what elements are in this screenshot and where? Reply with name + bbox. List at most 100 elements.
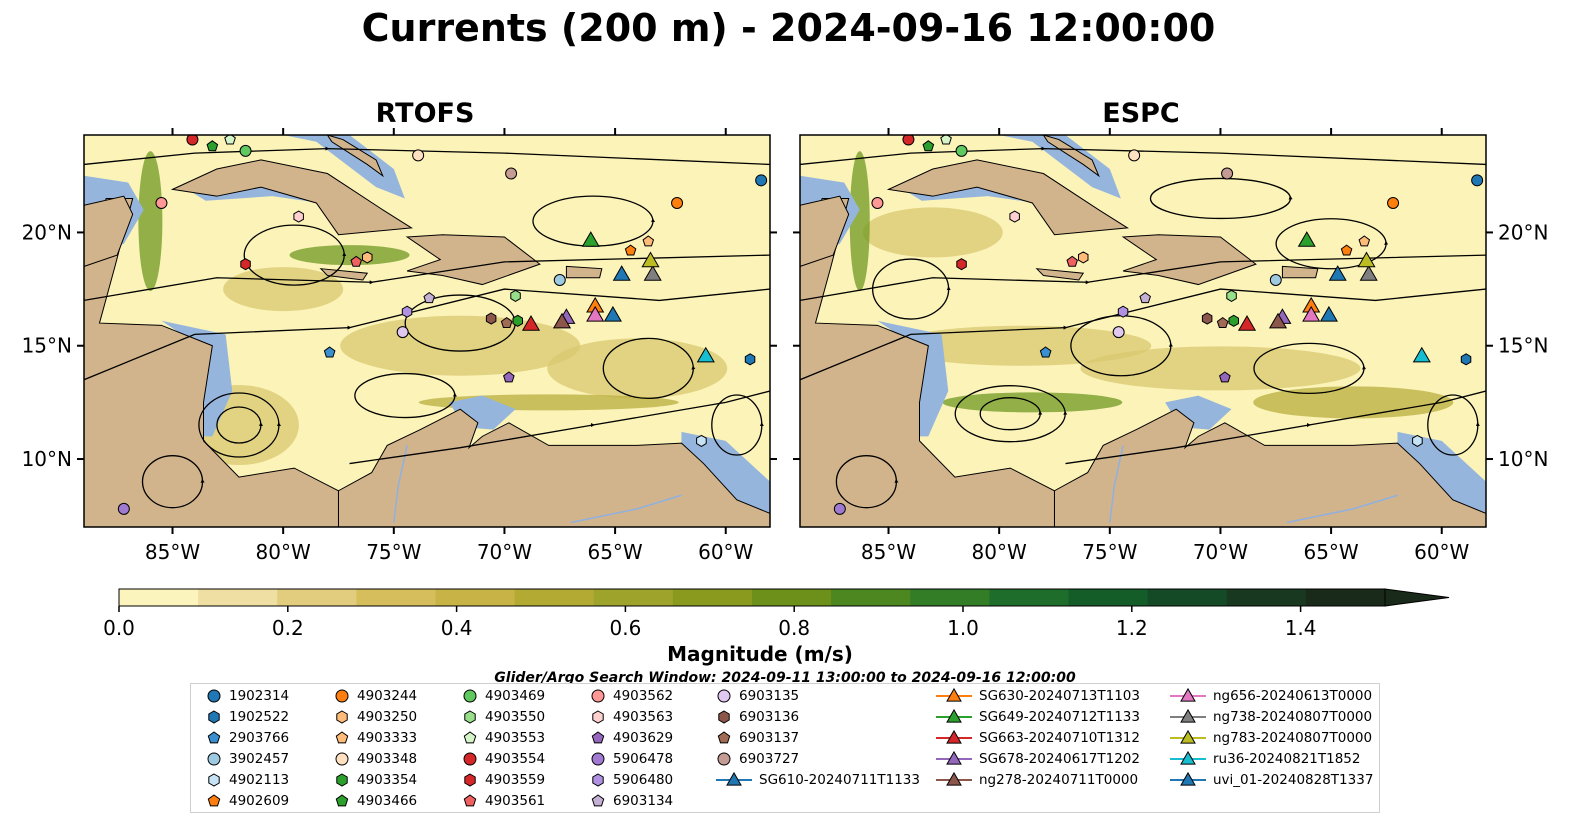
platform-marker-6903137	[1216, 316, 1229, 328]
streamline	[84, 288, 770, 381]
legend-marker-triangle-icon	[1170, 729, 1206, 744]
current-speed-patch	[340, 315, 581, 376]
platform-marker-4903333	[1358, 235, 1371, 247]
platform-marker-6903727	[1221, 167, 1234, 180]
legend-marker-circle-icon	[207, 752, 221, 766]
legend-label: 4903554	[485, 751, 546, 767]
current-speed-patch	[223, 267, 344, 312]
legend-marker	[1180, 708, 1196, 723]
platform-marker-SG610-20240711T1133	[603, 305, 622, 322]
platform-marker-5906480	[401, 305, 413, 318]
legend-item: SG610-20240711T1133	[715, 770, 920, 790]
colorbar-bin	[752, 589, 832, 606]
legend-marker-triangle-icon	[936, 687, 972, 702]
platform-marker-SG610-20240711T1133	[1319, 305, 1338, 322]
platform-marker-4903553	[940, 135, 952, 145]
colorbar-bin	[277, 589, 357, 606]
legend-marker-triangle-icon	[716, 771, 752, 786]
legend-item: 2903766	[205, 728, 289, 748]
legend-label: 3902457	[229, 751, 290, 767]
espc-map-body	[800, 135, 1486, 527]
platform-marker-6903136	[1201, 312, 1213, 325]
legend-marker-hexagon-icon	[336, 710, 348, 724]
x-tick-label: 75°W	[366, 540, 421, 564]
legend-marker-triangle-icon	[1170, 708, 1206, 723]
legend-item: 4903333	[333, 728, 417, 748]
y-tick-label: 20°N	[22, 220, 72, 244]
legend-marker-hexagon-icon	[592, 773, 604, 787]
platform-marker-4903559	[956, 258, 967, 271]
platform-marker-uvi_01-20240828T1337	[1328, 265, 1347, 281]
platform-marker-uvi_01-20240828T1337	[612, 265, 631, 281]
river-magdalena	[1109, 445, 1124, 523]
legend-item: 6903135	[715, 686, 799, 706]
legend-marker	[946, 687, 962, 702]
legend-item: 4903553	[461, 728, 545, 748]
shelf-water-orinoco	[681, 431, 770, 514]
platform-marker-4903469	[239, 144, 252, 157]
legend-marker	[591, 752, 605, 766]
legend-item: 1902522	[205, 707, 289, 727]
platform-marker-4903563	[293, 210, 304, 223]
legend-item: ng738-20240807T0000	[1169, 707, 1372, 727]
legend-item: 6903727	[715, 749, 799, 769]
colorbar-tick-label: 0.8	[778, 616, 810, 640]
platform-marker-4903250	[362, 251, 373, 264]
colorbar-bin	[198, 589, 278, 606]
platform-marker-4903466	[206, 140, 219, 152]
legend-marker-hexagon-icon	[336, 773, 348, 787]
legend-marker-pentagon-icon	[717, 731, 731, 744]
legend-marker	[946, 750, 962, 765]
legend-item: ng656-20240613T0000	[1169, 686, 1372, 706]
colorbar-tick-label: 0.0	[103, 616, 135, 640]
legend-marker-pentagon-icon	[207, 731, 221, 744]
colorbar-label: Magnitude (m/s)	[667, 642, 853, 666]
legend-item: 4903348	[333, 749, 417, 769]
legend-marker-triangle-icon	[1170, 687, 1206, 702]
legend-label: 5906480	[613, 772, 674, 788]
legend-label: SG649-20240712T1133	[979, 709, 1140, 725]
legend-marker-hexagon-icon	[208, 773, 220, 787]
rtofs-map	[84, 135, 770, 527]
legend-label: 4903559	[485, 772, 546, 788]
legend-label: 4903469	[485, 688, 546, 704]
legend-item: uvi_01-20240828T1337	[1169, 770, 1373, 790]
platform-marker-ng278-20240711T0000	[1268, 312, 1288, 329]
legend-item: SG630-20240713T1103	[935, 686, 1140, 706]
colorbar-bin	[435, 589, 516, 606]
x-tick-label: 60°W	[698, 540, 753, 564]
shelf-water-orinoco	[1397, 431, 1486, 514]
land-floridaTip	[965, 135, 994, 136]
platform-marker-4903348	[1128, 149, 1141, 162]
legend-marker	[1180, 729, 1196, 744]
legend-marker	[1180, 771, 1196, 786]
legend-label: 4903466	[357, 793, 418, 809]
current-speed-patch	[1253, 386, 1454, 419]
legend-item: ru36-20240821T1852	[1169, 749, 1360, 769]
platform-marker-4903469	[955, 144, 968, 157]
platform-marker-1902522	[744, 353, 756, 366]
legend-item: 4903629	[589, 728, 673, 748]
rtofs-map-body	[84, 135, 770, 527]
legend-marker	[207, 689, 221, 703]
y-tick-label: 10°N	[22, 447, 72, 471]
platform-marker-4903333	[642, 235, 655, 247]
platform-marker-4903354	[1228, 314, 1239, 327]
legend-marker-circle-icon	[591, 752, 605, 766]
current-speed-patch	[862, 207, 1003, 258]
platform-marker-4903561	[1066, 255, 1078, 267]
current-speed-patch	[289, 245, 410, 266]
land-bahamas	[1042, 135, 1100, 178]
legend-label: 4903561	[485, 793, 546, 809]
x-tick-label: 65°W	[587, 540, 642, 564]
legend-label: 4902113	[229, 772, 290, 788]
legend-marker-pentagon-icon	[335, 731, 349, 744]
platform-marker-4903250	[1078, 251, 1089, 264]
legend-marker	[335, 794, 349, 807]
legend-marker-pentagon-icon	[463, 731, 477, 744]
legend-marker	[1180, 750, 1196, 765]
platform-marker-4903563	[1009, 210, 1020, 223]
legend-item: 4902113	[205, 770, 289, 790]
legend-item: 5906478	[589, 749, 673, 769]
